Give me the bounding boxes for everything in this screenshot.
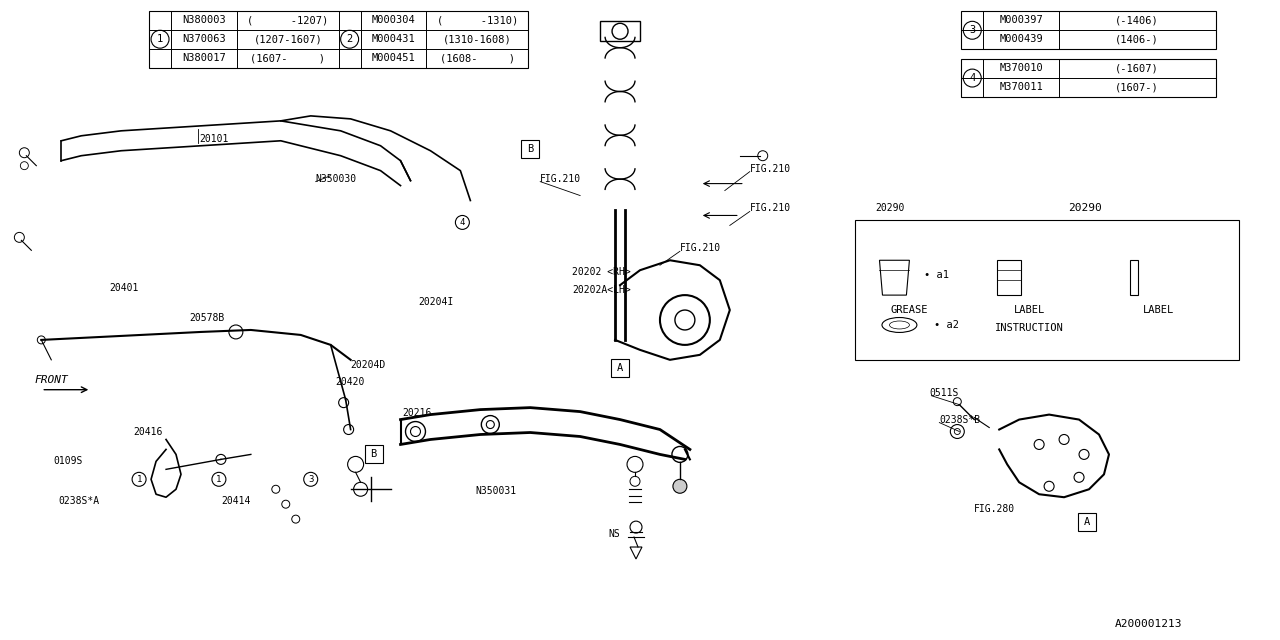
Text: A: A: [617, 363, 623, 372]
Text: • a1: • a1: [924, 270, 950, 280]
Bar: [1130, 260, 1138, 295]
Text: 20414: 20414: [221, 496, 251, 506]
Text: 2: 2: [347, 34, 353, 44]
Text: N370063: N370063: [182, 34, 225, 44]
Bar: [521, 140, 539, 157]
Text: N350030: N350030: [316, 173, 357, 184]
Text: 3: 3: [969, 25, 975, 35]
Text: (1607-     ): (1607- ): [251, 53, 325, 63]
Text: N350031: N350031: [475, 486, 517, 496]
Text: FIG.210: FIG.210: [750, 204, 791, 214]
Text: M000304: M000304: [371, 15, 416, 26]
Text: FIG.210: FIG.210: [750, 164, 791, 173]
Text: (-1406): (-1406): [1115, 15, 1158, 26]
Text: FRONT: FRONT: [35, 375, 68, 385]
Text: 3: 3: [308, 475, 314, 484]
Text: (      -1310): ( -1310): [436, 15, 518, 26]
Bar: [997, 260, 1021, 295]
Text: M000397: M000397: [1000, 15, 1043, 26]
Bar: [961, 59, 1216, 97]
Text: 1: 1: [137, 475, 142, 484]
Text: 20216: 20216: [402, 408, 431, 417]
Text: (1207-1607): (1207-1607): [253, 34, 323, 44]
Text: (-1607): (-1607): [1115, 63, 1158, 73]
Bar: [961, 12, 1216, 49]
Text: FIG.210: FIG.210: [540, 173, 581, 184]
Text: 20101: 20101: [198, 134, 228, 144]
Bar: [1078, 513, 1096, 531]
Text: (1608-     ): (1608- ): [440, 53, 515, 63]
Text: M370011: M370011: [1000, 82, 1043, 92]
Bar: [600, 21, 640, 41]
Text: 0109S: 0109S: [54, 456, 83, 467]
Text: (      -1207): ( -1207): [247, 15, 329, 26]
Text: 20202A<LH>: 20202A<LH>: [572, 285, 631, 295]
Text: M370010: M370010: [1000, 63, 1043, 73]
Text: (1406-): (1406-): [1115, 34, 1158, 44]
Text: M000451: M000451: [371, 53, 416, 63]
Circle shape: [673, 479, 687, 493]
Text: 20204D: 20204D: [351, 360, 385, 370]
Text: 20401: 20401: [109, 283, 138, 293]
Text: NS: NS: [608, 529, 620, 539]
Text: GREASE: GREASE: [891, 305, 928, 315]
Text: 20204I: 20204I: [419, 297, 453, 307]
Text: 1: 1: [157, 34, 163, 44]
Text: N380003: N380003: [182, 15, 225, 26]
Text: FIG.280: FIG.280: [974, 504, 1015, 514]
Text: 20290: 20290: [876, 204, 905, 214]
Text: INSTRUCTION: INSTRUCTION: [995, 323, 1064, 333]
Text: A: A: [1084, 517, 1091, 527]
Text: A200001213: A200001213: [1115, 619, 1183, 628]
Text: 4: 4: [460, 218, 465, 227]
Text: (1310-1608): (1310-1608): [443, 34, 512, 44]
Text: (1607-): (1607-): [1115, 82, 1158, 92]
Bar: [365, 445, 383, 463]
Text: • a2: • a2: [934, 320, 959, 330]
Text: 20290: 20290: [1068, 204, 1102, 214]
Bar: [855, 220, 1239, 360]
Text: 1: 1: [216, 475, 221, 484]
Text: 0238S*A: 0238S*A: [59, 496, 100, 506]
Text: LABEL: LABEL: [1014, 305, 1044, 315]
Text: FIG.210: FIG.210: [680, 243, 721, 253]
Text: B: B: [527, 144, 534, 154]
Text: 20420: 20420: [335, 377, 365, 387]
Text: 0238S*B: 0238S*B: [940, 415, 980, 424]
Bar: [611, 359, 628, 377]
Text: B: B: [370, 449, 376, 460]
Text: N380017: N380017: [182, 53, 225, 63]
Text: 4: 4: [969, 73, 975, 83]
Bar: [148, 12, 529, 68]
Text: 20578B: 20578B: [189, 313, 224, 323]
Text: 20416: 20416: [133, 426, 163, 436]
Text: 0511S: 0511S: [929, 388, 959, 397]
Text: M000439: M000439: [1000, 34, 1043, 44]
Text: M000431: M000431: [371, 34, 416, 44]
Text: 20202 <RH>: 20202 <RH>: [572, 268, 631, 277]
Text: LABEL: LABEL: [1143, 305, 1175, 315]
